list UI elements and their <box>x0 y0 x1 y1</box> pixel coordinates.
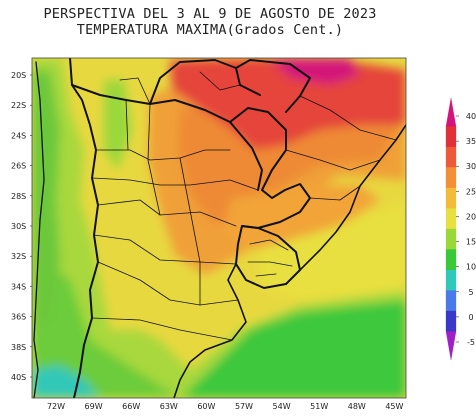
colorbar-segment <box>445 249 457 271</box>
colorbar-segment <box>445 290 457 312</box>
colorbar-tick-label: 15 <box>466 238 476 247</box>
colorbar-tick-label: 25 <box>466 187 476 196</box>
colorbar-segment <box>445 208 457 230</box>
colorbar-tick-label: 30 <box>466 162 476 171</box>
colorbar-tick-label: 10 <box>466 263 476 272</box>
colorbar-segment <box>445 228 457 250</box>
colorbar-segment <box>445 331 457 361</box>
lat-label: 26S <box>11 162 26 171</box>
lon-label: 48W <box>348 402 366 411</box>
lon-label: 63W <box>160 402 178 411</box>
colorbar-tick-label: 40 <box>466 112 476 121</box>
colorbar-tick-label: 0 <box>468 313 473 322</box>
lat-label: 20S <box>11 71 26 80</box>
temperature-field <box>32 58 406 398</box>
lon-label: 60W <box>197 402 215 411</box>
colorbar: 40 35 30 25 20 15 10 5 0 -5 <box>445 97 476 361</box>
colorbar-segment <box>445 146 457 168</box>
colorbar-segment <box>445 310 457 332</box>
lat-label: 38S <box>11 343 26 352</box>
title-line-2: TEMPERATURA MAXIMA(Grados Cent.) <box>76 22 344 38</box>
lon-label: 45W <box>385 402 403 411</box>
title-line-1: PERSPECTIVA DEL 3 AL 9 DE AGOSTO DE 2023 <box>43 6 377 22</box>
colorbar-segment <box>445 187 457 209</box>
lat-label: 30S <box>11 222 26 231</box>
longitude-labels: 72W 69W 66W 63W 60W 57W 54W 51W 48W 45W <box>47 402 404 411</box>
boundaries <box>33 58 406 398</box>
lat-label: 28S <box>11 192 26 201</box>
latitude-labels: 20S 22S 24S 26S 28S 30S 32S 34S 36S 38S 40S <box>11 71 32 382</box>
lat-label: 22S <box>11 101 26 110</box>
colorbar-segment <box>445 97 457 127</box>
lat-label: 36S <box>11 313 26 322</box>
lon-label: 57W <box>235 402 253 411</box>
lat-label: 32S <box>11 252 26 261</box>
lon-label: 54W <box>273 402 291 411</box>
map-frame <box>31 57 407 399</box>
lat-label: 40S <box>11 373 26 382</box>
lon-label: 51W <box>310 402 328 411</box>
colorbar-tick-label: 5 <box>468 288 473 297</box>
lat-label: 34S <box>11 282 26 291</box>
lon-label: 72W <box>47 402 65 411</box>
lon-label: 66W <box>122 402 140 411</box>
colorbar-tick-label: 35 <box>466 137 476 146</box>
colorbar-segment <box>445 126 457 148</box>
lat-label: 24S <box>11 131 26 140</box>
colorbar-tick-label: -5 <box>467 338 475 347</box>
colorbar-segment <box>445 167 457 189</box>
lon-label: 69W <box>85 402 103 411</box>
colorbar-segment <box>445 269 457 291</box>
colorbar-tick-label: 20 <box>466 212 476 221</box>
